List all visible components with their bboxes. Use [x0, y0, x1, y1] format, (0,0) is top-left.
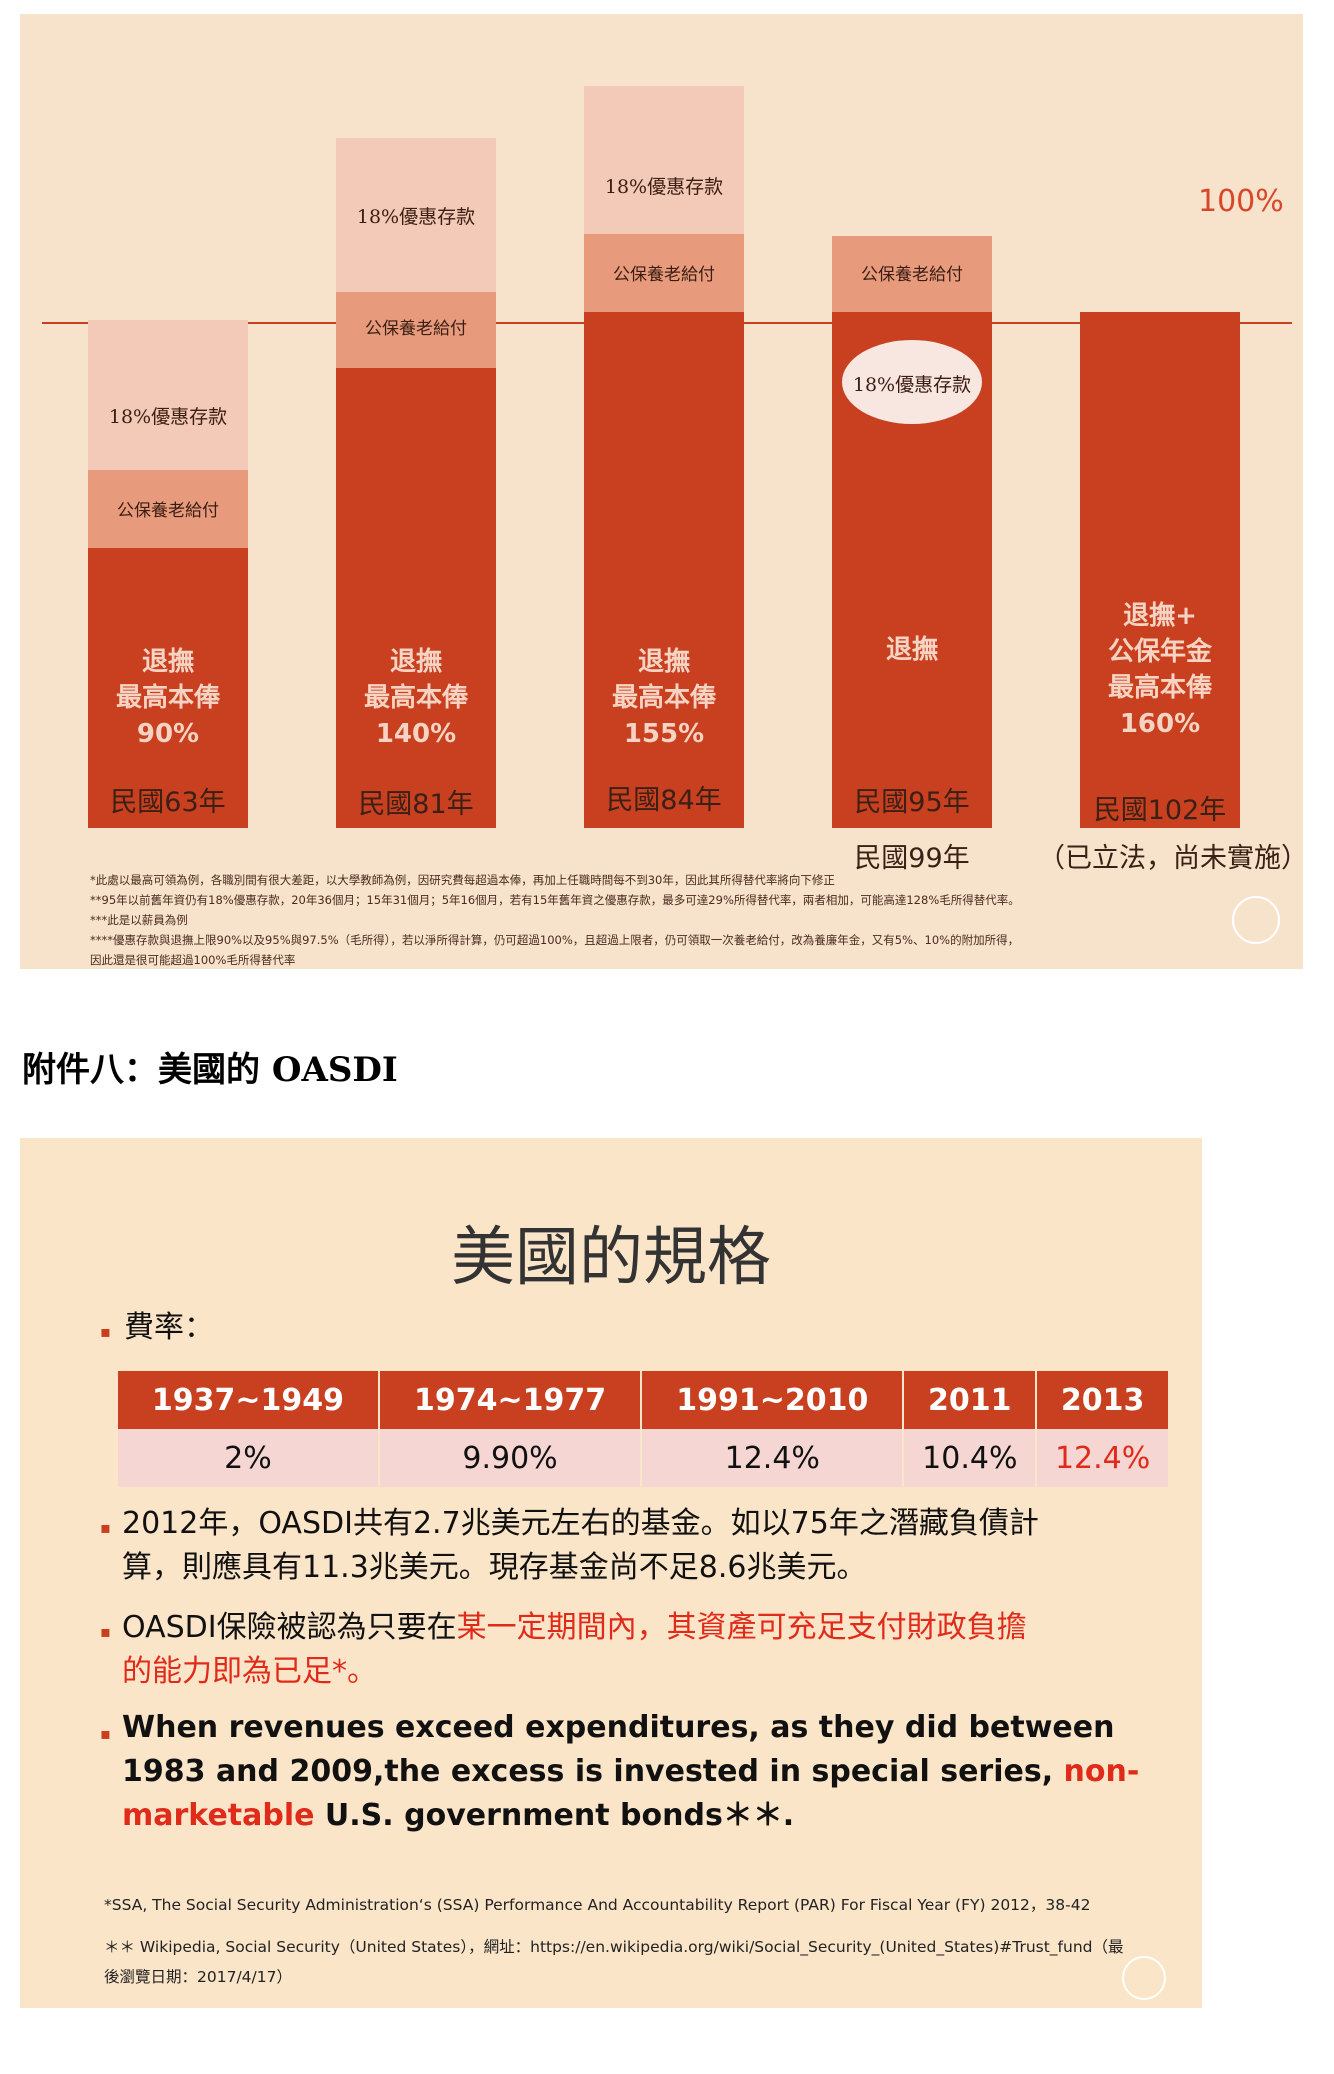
note-line: ****優惠存款與退撫上限90%以及95%與97.5%（毛所得），若以淨所得計算… — [90, 933, 1020, 947]
note-line: **95年以前舊年資仍有18%優惠存款，20年36個月；15年31個月；5年16… — [90, 893, 1020, 907]
footnote-wikipedia: ＊＊ Wikipedia, Social Security（United Sta… — [104, 1932, 1194, 1992]
year-label-secondary: 民國99年 — [854, 843, 970, 874]
year-label: 民國95年 — [854, 787, 970, 818]
fund-paragraph: 2012年，OASDI共有2.7兆美元左右的基金。如以75年之潛藏負債計 算，則… — [122, 1502, 1192, 1590]
bullet-marker: ▪ — [100, 1518, 111, 1537]
bar-63: 18%優惠存款 公保養老給付 退撫 最高本俸 90% 民國63年 — [88, 320, 248, 828]
solvency-end: 。 — [347, 1654, 377, 1689]
table-cell: 12.4% — [641, 1429, 905, 1487]
pension-label: 公保養老給付 — [365, 319, 467, 339]
base-segment: 退撫+ 公保年金 最高本俸 160% 民國102年 — [1080, 312, 1240, 828]
bar-84: 18%優惠存款 公保養老給付 退撫 最高本俸 155% 民國84年 — [584, 86, 744, 828]
section-heading: 附件八：美國的 OASDI — [22, 1050, 398, 1090]
base-label: 退撫 最高本俸 155% — [611, 647, 716, 749]
pension-segment: 公保養老給付 — [584, 234, 744, 312]
solvency-paragraph: OASDI保險被認為只要在某一定期間內，其資產可充足支付財政負擔 的能力即為已足… — [122, 1606, 1192, 1694]
bullet-marker: ▪ — [100, 1724, 111, 1743]
bullet-marker: ▪ — [100, 1622, 111, 1641]
chart-notes: *此處以最高可領為例，各職別間有很大差距，以大學教師為例，因研究費每超過本俸，再… — [90, 870, 1230, 970]
note-line: ***此是以薪員為例 — [90, 913, 188, 927]
bonds-line-3: U.S. government bonds＊＊. — [314, 1798, 795, 1833]
base-label: 退撫 最高本俸 140% — [363, 647, 468, 749]
table-header-cell: 1937~1949 — [118, 1371, 380, 1429]
year-label: 民國81年 — [358, 789, 474, 820]
rate-table: 1937~1949 1974~1977 1991~2010 2011 2013 … — [118, 1371, 1170, 1487]
bonds-line-2: 1983 and 2009,the excess is invested in … — [122, 1754, 1064, 1789]
bar-81: 18%優惠存款 公保養老給付 退撫 最高本俸 140% 民國81年 — [336, 138, 496, 828]
bonds-highlight: non- — [1063, 1754, 1140, 1789]
base-segment: 退撫 最高本俸 140% 民國81年 — [336, 368, 496, 828]
reference-label: 100% — [1198, 184, 1284, 219]
year-label-secondary: （已立法，尚未實施） — [1038, 843, 1308, 874]
fund-line-1: 2012年，OASDI共有2.7兆美元左右的基金。如以75年之潛藏負債計 — [122, 1506, 1039, 1541]
base-segment: 18%優惠存款 退撫 民國95年 — [832, 312, 992, 828]
solvency-highlight-2: 的能力即為已足* — [122, 1654, 347, 1689]
base-segment: 退撫 最高本俸 155% 民國84年 — [584, 312, 744, 828]
deposit-segment: 18%優惠存款 — [584, 86, 744, 234]
note-line: 因此還是很可能超過100%毛所得替代率 — [90, 953, 296, 967]
pension-segment: 公保養老給付 — [832, 236, 992, 312]
table-header-row: 1937~1949 1974~1977 1991~2010 2011 2013 — [118, 1371, 1170, 1429]
table-row: 2% 9.90% 12.4% 10.4% 12.4% — [118, 1429, 1170, 1487]
table-header-cell: 1974~1977 — [378, 1371, 643, 1429]
solvency-highlight: 某一定期間內，其資產可充足支付財政負擔 — [456, 1610, 1027, 1645]
footnote-line: ＊＊ Wikipedia, Social Security（United Sta… — [104, 1938, 1124, 1956]
pension-label: 公保養老給付 — [117, 501, 219, 521]
slide-title: 美國的規格 — [451, 1221, 771, 1295]
deposit-segment: 18%優惠存款 — [336, 138, 496, 292]
rate-label: 費率： — [124, 1310, 214, 1345]
base-segment: 退撫 最高本俸 90% 民國63年 — [88, 548, 248, 828]
footnote-line: 後瀏覽日期：2017/4/17） — [104, 1968, 292, 1986]
pension-label: 公保養老給付 — [861, 265, 963, 285]
fund-line-2: 算，則應具有11.3兆美元。現存基金尚不足8.6兆美元。 — [122, 1550, 867, 1585]
table-cell: 10.4% — [903, 1429, 1038, 1487]
deposit-label: 18%優惠存款 — [356, 206, 476, 228]
table-header-cell: 2013 — [1036, 1371, 1170, 1429]
oasdi-slide: 美國的規格 ▪ 費率： 1937~1949 1974~1977 1991~201… — [20, 1138, 1202, 2008]
bonds-paragraph: When revenues exceed expenditures, as th… — [122, 1706, 1192, 1838]
deposit-label: 18%優惠存款 — [852, 374, 972, 396]
year-label: 民國102年 — [1093, 795, 1227, 826]
pension-segment: 公保養老給付 — [88, 470, 248, 548]
solvency-text: OASDI保險被認為只要在 — [122, 1610, 457, 1645]
note-line: *此處以最高可領為例，各職別間有很大差距，以大學教師為例，因研究費每超過本俸，再… — [90, 873, 835, 887]
table-cell: 9.90% — [378, 1429, 643, 1487]
bonds-line-1: When revenues exceed expenditures, as th… — [122, 1710, 1115, 1745]
deposit-label: 18%優惠存款 — [108, 406, 228, 428]
deposit-label: 18%優惠存款 — [604, 176, 724, 198]
deposit-ellipse: 18%優惠存款 — [842, 340, 982, 424]
pension-segment: 公保養老給付 — [336, 292, 496, 368]
slide-nav-circle — [1232, 896, 1280, 944]
base-label: 退撫+ 公保年金 最高本俸 160% — [1107, 601, 1212, 739]
bonds-highlight-2: marketable — [122, 1798, 315, 1833]
year-label: 民國63年 — [110, 787, 226, 818]
bar-95: 公保養老給付 18%優惠存款 退撫 民國95年 — [832, 236, 992, 828]
stacked-bar-slide: 100% 18%優惠存款 公保養老給付 退撫 最高本俸 90% 民國63年 18… — [20, 14, 1308, 970]
footnote-ssa: *SSA, The Social Security Administration… — [104, 1896, 1091, 1914]
pension-label: 公保養老給付 — [613, 265, 715, 285]
table-header-cell: 1991~2010 — [641, 1371, 905, 1429]
base-label: 退撫 最高本俸 90% — [115, 647, 220, 749]
slide-nav-circle — [1122, 1956, 1166, 2000]
table-cell-highlight: 12.4% — [1036, 1429, 1170, 1487]
table-cell: 2% — [118, 1429, 380, 1487]
bar-102: 退撫+ 公保年金 最高本俸 160% 民國102年 — [1080, 312, 1240, 828]
deposit-segment: 18%優惠存款 — [88, 320, 248, 470]
year-label: 民國84年 — [606, 785, 722, 816]
bullet-marker: ▪ — [100, 1322, 111, 1341]
table-header-cell: 2011 — [903, 1371, 1038, 1429]
base-label: 退撫 — [885, 635, 938, 665]
